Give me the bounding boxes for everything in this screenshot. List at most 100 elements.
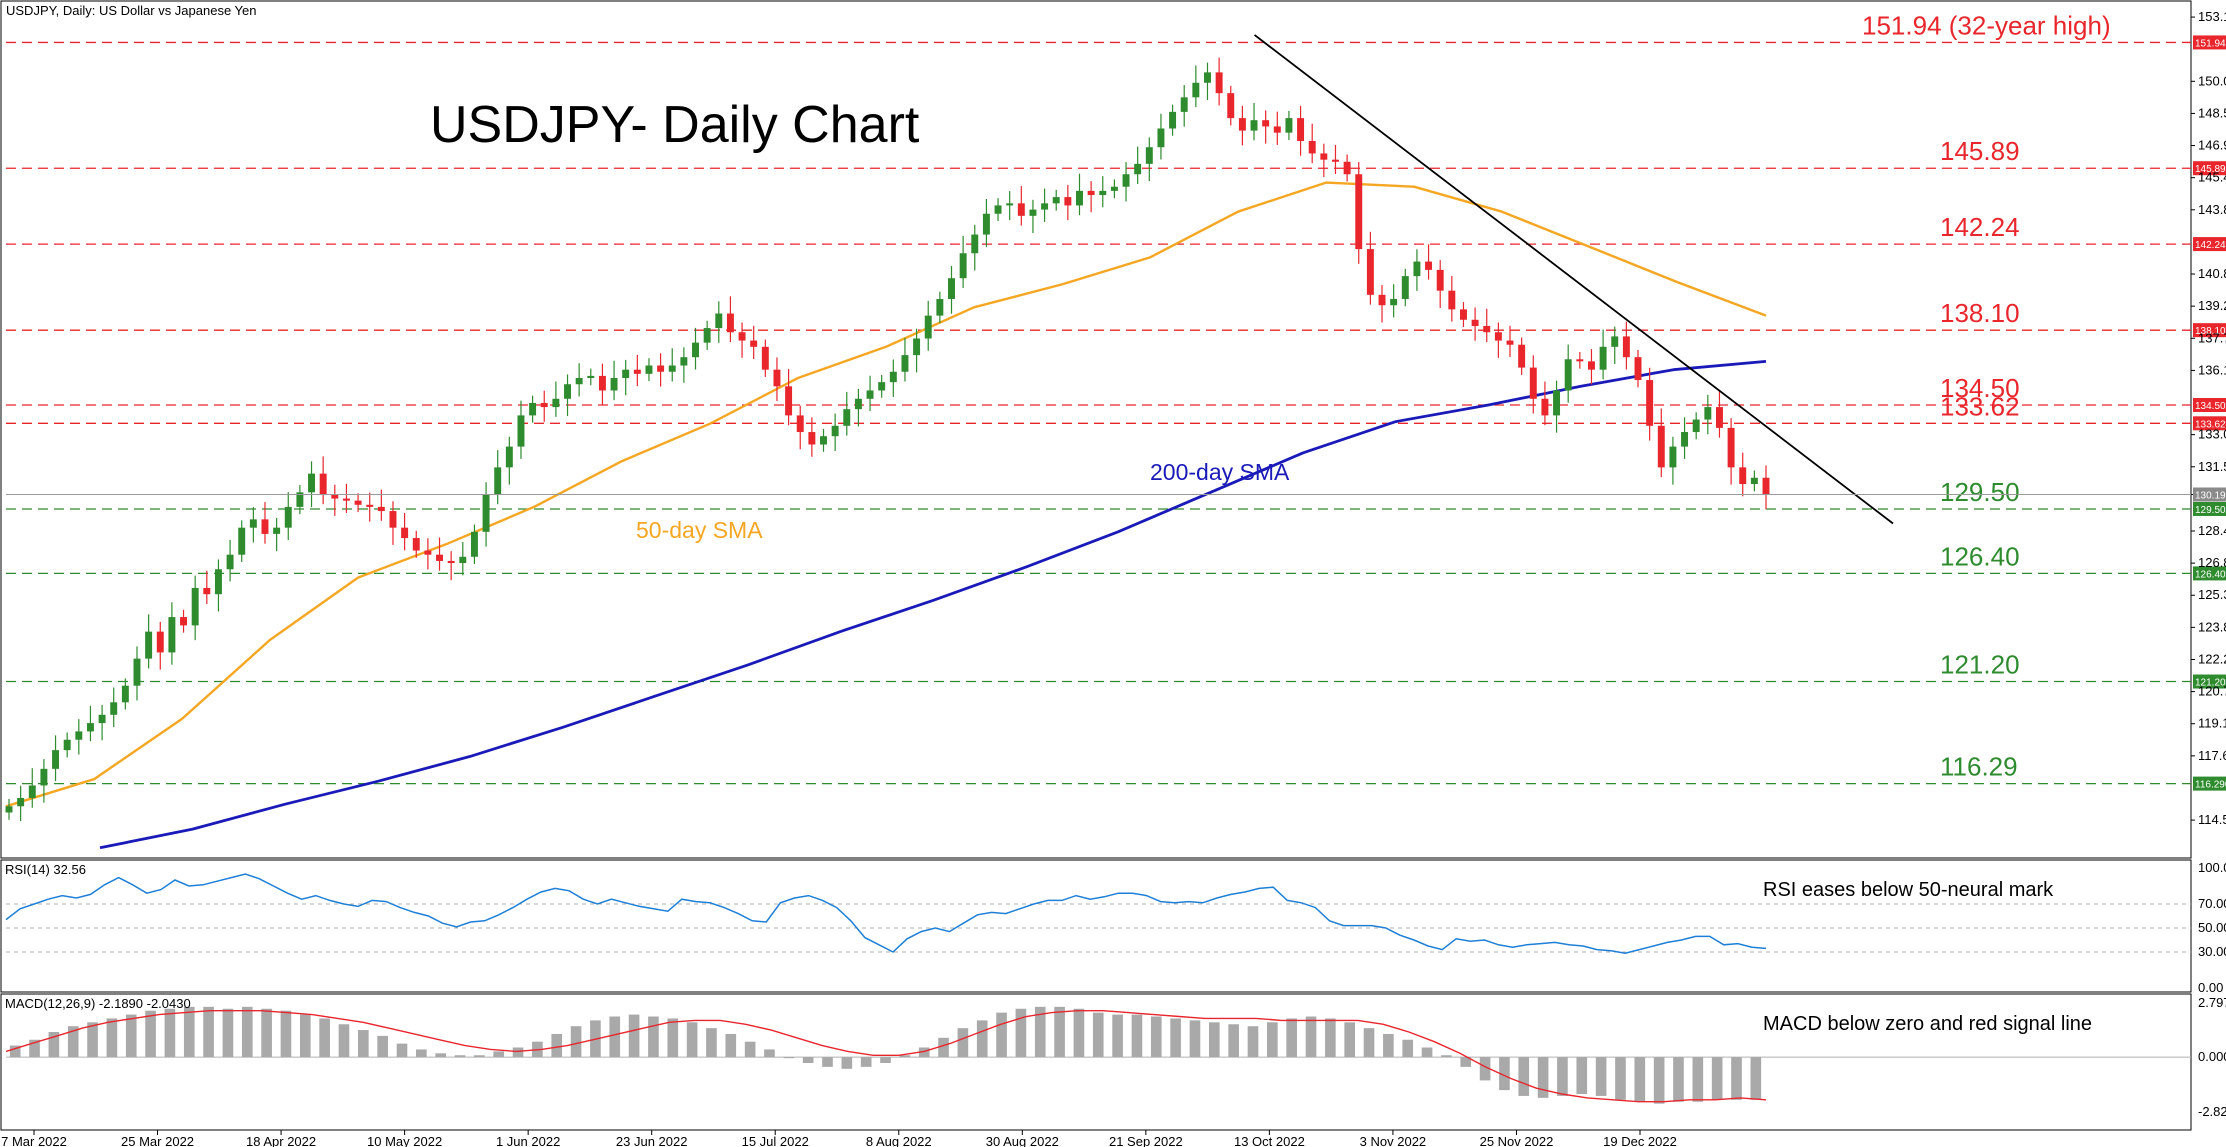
bullish-candle <box>75 731 83 740</box>
bullish-candle <box>52 750 60 769</box>
price-tick-label: 117.625 <box>2198 748 2226 763</box>
macd-histogram-bar <box>860 1057 872 1067</box>
macd-histogram-bar <box>106 1018 118 1058</box>
macd-histogram-bar <box>48 1032 60 1058</box>
price-tick-label: 139.255 <box>2198 298 2226 313</box>
macd-histogram-bar <box>822 1057 833 1067</box>
rsi-title: RSI(14) 32.56 <box>5 862 86 877</box>
bearish-candle <box>1622 336 1630 358</box>
bearish-candle <box>331 494 339 499</box>
macd-histogram-bar <box>764 1049 775 1058</box>
bearish-candle <box>1436 269 1444 291</box>
macd-histogram-bar <box>744 1041 756 1058</box>
macd-histogram-bar <box>1286 1018 1297 1058</box>
macd-histogram-bar <box>1131 1014 1143 1058</box>
macd-histogram-bar <box>280 1010 292 1058</box>
bullish-candle <box>1076 190 1083 206</box>
macd-histogram-bar <box>609 1016 621 1058</box>
date-tick-label: 25 Nov 2022 <box>1480 1134 1554 1147</box>
bearish-candle <box>377 506 385 512</box>
bearish-candle <box>1634 357 1642 381</box>
macd-histogram-bar <box>1344 1022 1356 1058</box>
bullish-candle <box>680 357 688 366</box>
price-tick-label: 148.525 <box>2198 105 2226 120</box>
bearish-candle <box>412 538 420 551</box>
rsi-tick-label: 30.00 <box>2198 944 2226 959</box>
bearish-candle <box>761 346 769 370</box>
bullish-candle <box>1681 432 1689 447</box>
rsi-line <box>5 873 1767 954</box>
macd-signal-line <box>5 1010 1767 1103</box>
bearish-candle <box>796 415 804 433</box>
bearish-candle <box>1506 340 1514 345</box>
macd-histogram-bar <box>358 1030 369 1058</box>
level-tag-text: 121.200 <box>2195 678 2226 689</box>
bullish-candle <box>1401 276 1409 299</box>
macd-histogram-bar <box>686 1022 698 1058</box>
price-pane-frame <box>0 0 2192 859</box>
bullish-candle <box>878 382 886 391</box>
bearish-candle <box>319 473 327 495</box>
level-tag-box <box>2193 237 2226 252</box>
bullish-candle <box>889 371 897 383</box>
macd-histogram-bar <box>241 1006 253 1058</box>
bullish-candle <box>982 213 990 235</box>
bearish-candle <box>354 500 362 505</box>
bullish-candle <box>121 685 129 703</box>
level-tag-box <box>2193 398 2226 413</box>
bullish-candle <box>645 365 653 374</box>
bearish-candle <box>1483 326 1491 333</box>
bullish-candle <box>1099 190 1107 196</box>
bullish-candle <box>191 587 199 626</box>
bearish-candle <box>1529 367 1537 399</box>
macd-indicator: 2.7975 0.0000 -2.8298 <box>5 995 2226 1119</box>
macd-histogram-bar <box>918 1047 930 1058</box>
macd-histogram-bar <box>570 1026 582 1058</box>
macd-histogram-bar <box>1189 1020 1201 1058</box>
bullish-candle <box>1192 82 1200 98</box>
macd-histogram-bar <box>1383 1033 1394 1058</box>
bullish-candle <box>668 365 676 372</box>
macd-histogram-bar <box>377 1035 388 1058</box>
bullish-candle <box>1611 336 1619 347</box>
bullish-candle <box>214 569 222 595</box>
bearish-candle <box>401 527 409 539</box>
macd-pane-frame <box>0 993 2192 1131</box>
macd-histogram-bar <box>125 1014 137 1058</box>
bearish-candle <box>1064 197 1072 206</box>
bearish-candle <box>261 519 269 534</box>
date-tick-label: 1 Jun 2022 <box>496 1134 560 1147</box>
macd-histogram-bar <box>1208 1022 1220 1058</box>
price-tick-label: 125.350 <box>2198 587 2226 602</box>
price-tick-label: 119.170 <box>2198 716 2226 731</box>
macd-histogram-bar <box>648 1016 659 1058</box>
bullish-candle <box>1006 203 1014 206</box>
macd-histogram-bar <box>67 1026 79 1058</box>
bullish-candle <box>913 338 921 356</box>
bullish-candle <box>948 278 955 299</box>
level-label: 129.50 <box>1940 477 2020 507</box>
bullish-candle <box>587 375 595 378</box>
bearish-candle <box>1715 407 1723 428</box>
bearish-candle <box>156 631 164 653</box>
bearish-candle <box>785 386 793 416</box>
current-price-tag <box>2193 487 2226 502</box>
macd-histogram-bar <box>261 1008 272 1058</box>
macd-histogram-bar <box>1267 1022 1278 1058</box>
bullish-candle <box>901 355 909 372</box>
macd-histogram-bar <box>183 1006 195 1058</box>
bullish-candle <box>133 658 141 686</box>
trend-line <box>1253 34 1894 525</box>
date-tick-label: 3 Nov 2022 <box>1360 1134 1427 1147</box>
bullish-candle <box>692 342 699 358</box>
macd-annotation: MACD below zero and red signal line <box>1763 1013 2092 1035</box>
bullish-candle <box>1157 128 1165 148</box>
macd-tick-label: 2.7975 <box>2198 995 2226 1010</box>
macd-histogram-bar <box>1692 1057 1704 1102</box>
level-tag-text: 133.620 <box>2195 419 2226 430</box>
bearish-candle <box>1576 359 1584 362</box>
macd-histogram-bar <box>474 1055 485 1058</box>
macd-histogram-bar <box>1711 1057 1723 1100</box>
sma200-annotation: 200-day SMA <box>1150 459 1290 485</box>
